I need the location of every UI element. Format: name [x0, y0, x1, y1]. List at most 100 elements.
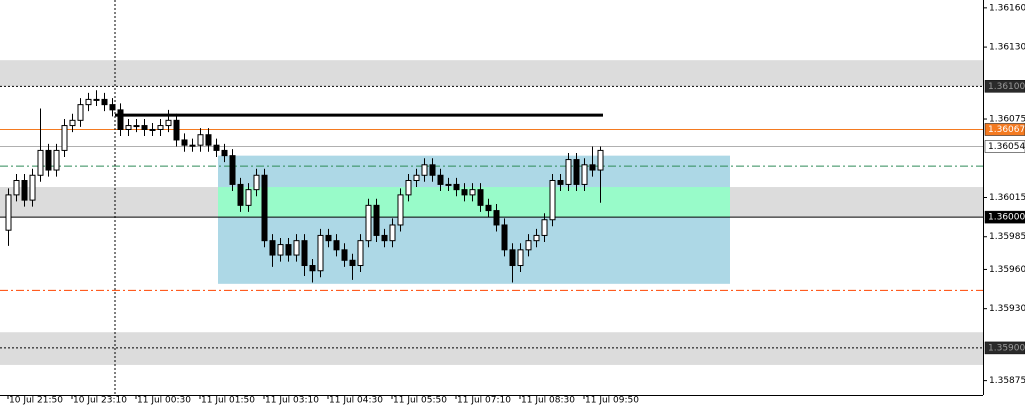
candle-body [293, 240, 300, 256]
x-tick-label: 11 Jul 00:30 [137, 396, 191, 406]
candle-body [165, 119, 172, 127]
candle-body [45, 149, 52, 171]
candle-body [445, 183, 452, 186]
level-label: 1.36054 [988, 142, 1025, 152]
candle-body [549, 179, 556, 221]
candle-body [285, 244, 292, 256]
candle-body [429, 164, 436, 176]
candle-body [565, 159, 572, 185]
candle-body [13, 179, 20, 196]
candle-body [213, 144, 220, 151]
candle-body [93, 98, 100, 101]
level-label-box [984, 80, 1025, 93]
candle-body [397, 194, 404, 226]
y-tick-label: 1.36075 [989, 115, 1025, 125]
candle-body [493, 210, 500, 226]
x-tick-label: 11 Jul 01:50 [201, 396, 255, 406]
candle-body [461, 189, 468, 196]
candle-body [541, 219, 548, 236]
candle-body [5, 194, 12, 231]
candle-body [197, 134, 204, 146]
candle-body [525, 240, 532, 251]
candle-body [277, 244, 284, 256]
candle-body [301, 240, 308, 267]
y-tick-label: 1.36130 [989, 43, 1025, 53]
candle-body [589, 164, 596, 171]
candle-body [37, 149, 44, 176]
candle-body [125, 125, 132, 130]
candle-body [325, 234, 332, 242]
candle-body [341, 249, 348, 261]
candle-body [581, 164, 588, 185]
candle-body [53, 149, 60, 171]
candle-body [117, 109, 124, 130]
candle-body [357, 240, 364, 267]
x-tick-label: 11 Jul 08:30 [521, 396, 575, 406]
y-tick-label: 1.35930 [989, 304, 1025, 314]
candle-body [229, 155, 236, 185]
level-label-box [984, 341, 1025, 355]
x-tick-label: 11 Jul 07:10 [457, 396, 511, 406]
candle-body [453, 183, 460, 191]
candle-body [349, 259, 356, 267]
level-label: 1.36100 [988, 82, 1025, 92]
candle-body [373, 204, 380, 236]
candle-body [413, 174, 420, 181]
candle-body [477, 189, 484, 206]
level-label-box [984, 210, 1025, 224]
candle-body [557, 179, 564, 185]
candle-body [517, 249, 524, 267]
zone [0, 332, 983, 365]
candle-body [61, 125, 68, 151]
candle-body [157, 125, 164, 130]
candle-body [85, 98, 92, 106]
level-label: 1.35900 [988, 343, 1025, 353]
x-tick-label: 10 Jul 23:10 [73, 396, 127, 406]
y-tick-label: 1.35960 [989, 265, 1025, 275]
x-tick-label: 10 Jul 21:50 [9, 396, 63, 406]
candle-body [29, 174, 36, 201]
level-label-box [984, 140, 1025, 153]
candle-body [221, 149, 228, 157]
candle-body [597, 149, 604, 171]
candle-body [245, 189, 252, 206]
candle-body [133, 125, 140, 128]
box [218, 155, 730, 284]
candle-body [141, 125, 148, 130]
level-label: 1.36000 [988, 213, 1025, 223]
candle-body [237, 183, 244, 206]
candle-body [509, 249, 516, 267]
y-tick-label: 1.35985 [989, 232, 1025, 242]
candle-body [309, 265, 316, 272]
y-tick-label: 1.36015 [989, 193, 1025, 203]
candle-body [421, 164, 428, 176]
y-tick-label: 1.35875 [989, 376, 1025, 386]
candle-body [405, 179, 412, 196]
candle-body [333, 240, 340, 251]
candle-body [173, 119, 180, 141]
candle-body [317, 234, 324, 272]
candle-body [269, 240, 276, 256]
candle-body [381, 234, 388, 242]
zone [0, 60, 983, 87]
candle-body [21, 179, 28, 201]
candle-body [485, 204, 492, 212]
x-tick-label: 11 Jul 05:50 [393, 396, 447, 406]
candle-body [501, 224, 508, 251]
candle-body [189, 144, 196, 147]
x-tick-label: 11 Jul 09:50 [585, 396, 639, 406]
candle-body [533, 234, 540, 242]
candle-body [101, 98, 108, 106]
candle-body [109, 104, 116, 111]
candle-body [365, 204, 372, 242]
candle-body [437, 174, 444, 185]
level-label-box [984, 123, 1025, 136]
candle-body [69, 119, 76, 127]
candle-body [253, 174, 260, 191]
candle-body [389, 224, 396, 242]
candle-body [573, 159, 580, 185]
candle-body [181, 139, 188, 146]
x-tick-label: 11 Jul 03:10 [265, 396, 319, 406]
x-tick-label: 11 Jul 04:30 [329, 396, 383, 406]
